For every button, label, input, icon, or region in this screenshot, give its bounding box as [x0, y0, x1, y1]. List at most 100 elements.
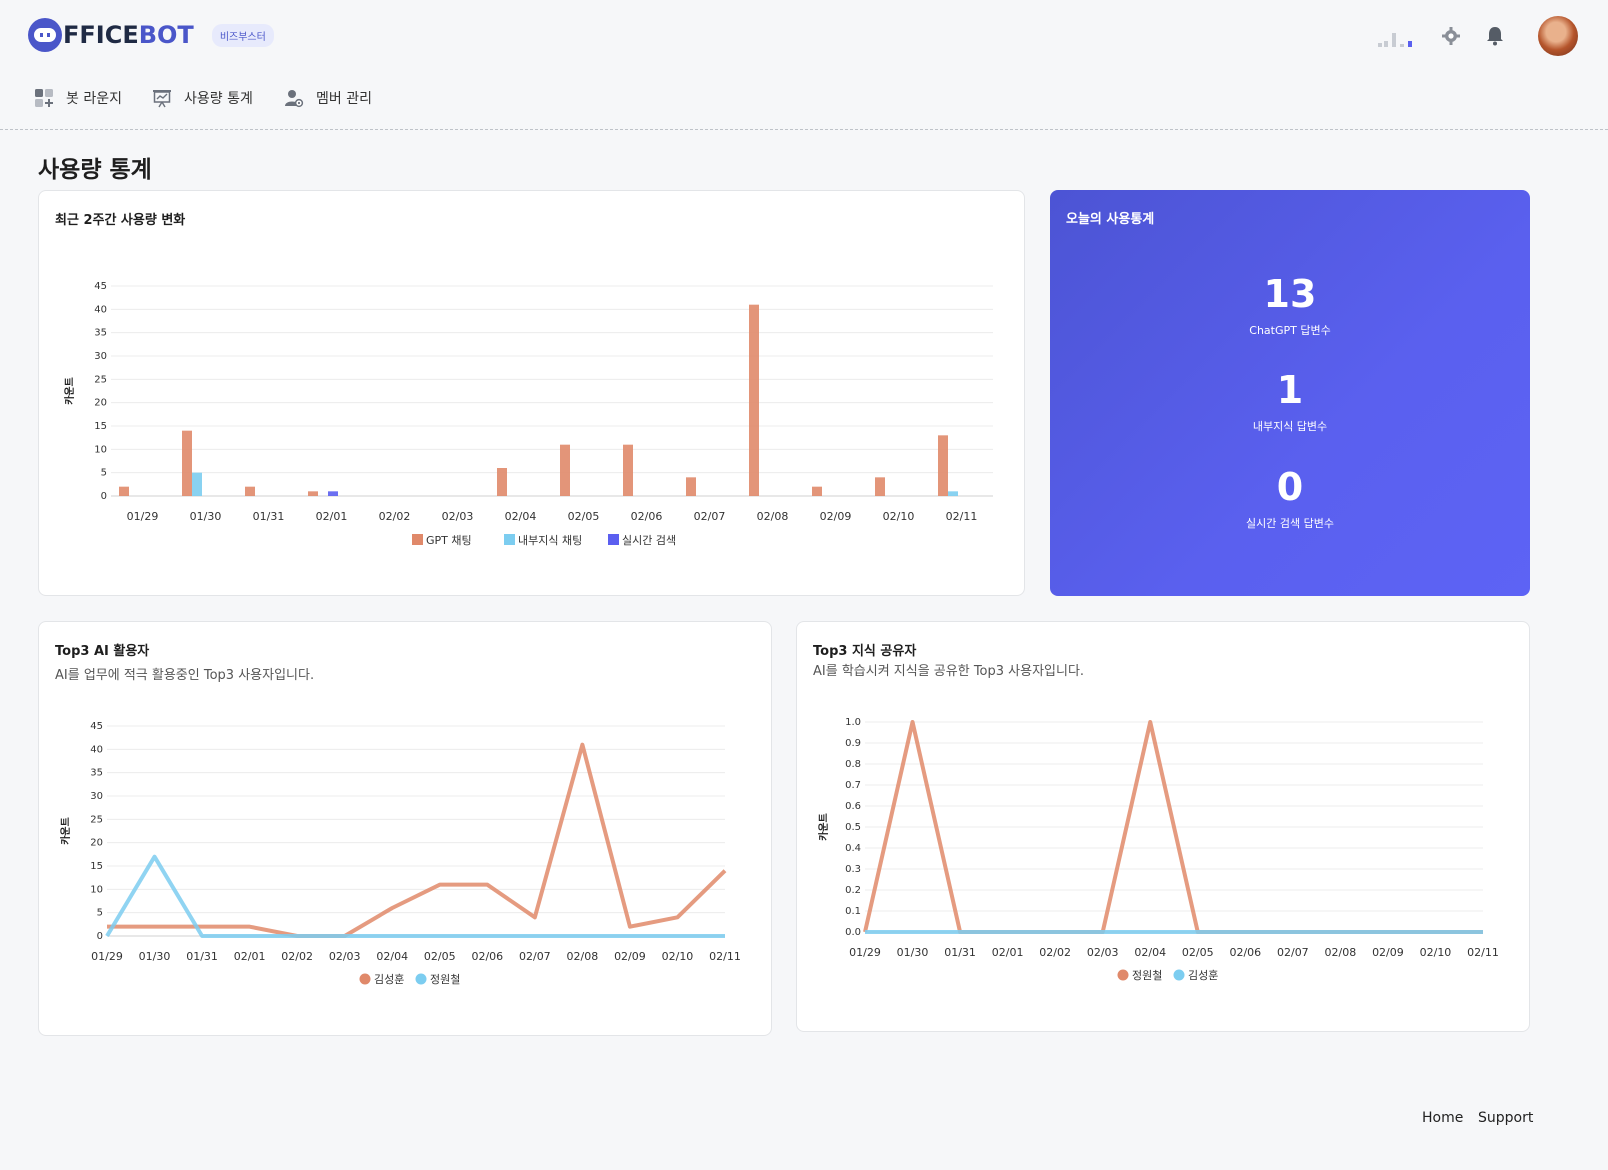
x-tick-label: 01/30 [897, 946, 929, 959]
x-tick-label: 02/08 [567, 950, 599, 963]
legend-label: 정원철 [1132, 969, 1162, 982]
y-tick-label: 0.0 [845, 927, 861, 938]
legend-swatch [504, 534, 515, 545]
avatar[interactable] [1538, 16, 1578, 56]
series-line [105, 854, 725, 938]
signal-icon[interactable] [1378, 25, 1414, 47]
top3-ai-line-chart: 0 5 10 15 20 25 30 35 40 45 카운트 01/29 01/30 01/31 02/0… [59, 721, 741, 986]
robot-logo-icon [28, 18, 62, 52]
y-tick-label: 0.4 [845, 843, 861, 854]
x-tick-label: 02/01 [992, 946, 1024, 959]
x-tick-label: 02/09 [1372, 946, 1404, 959]
x-tick-label: 02/08 [1325, 946, 1357, 959]
bar [119, 486, 129, 496]
x-tick-label: 02/01 [316, 510, 348, 523]
usage-bar-chart: 0 5 10 15 20 25 30 35 40 45 카운트 01/29 01/30 01/31 02/0… [63, 281, 993, 547]
bar [749, 304, 759, 496]
y-tick-label: 0 [97, 931, 103, 942]
card-subtitle: AI를 업무에 적극 활용중인 Top3 사용자입니다. [55, 668, 315, 683]
x-tick-label: 02/02 [281, 950, 313, 963]
officebot-logo[interactable]: FFICEBOT 비즈부스터 [28, 18, 274, 52]
legend-label: GPT 채팅 [426, 534, 472, 547]
card-title: 오늘의 사용통계 [1066, 212, 1155, 227]
page-title: 사용량 통계 [38, 157, 152, 183]
x-tick-label: 02/11 [946, 510, 978, 523]
footer-support-link[interactable]: Support [1478, 1110, 1534, 1126]
bar [560, 444, 570, 496]
user-gear-icon [284, 88, 304, 108]
y-tick-label: 5 [97, 908, 103, 919]
nav-item-usage-stats[interactable]: 사용량 통계 [152, 88, 253, 108]
x-tick-label: 01/29 [849, 946, 881, 959]
usage-chart-card: 최근 2주간 사용량 변화 0 5 10 15 20 25 30 35 40 45 카운트 01/29… [38, 190, 1025, 596]
logo-text: FFICEBOT [63, 21, 194, 49]
x-tick-label: 01/31 [186, 950, 218, 963]
legend-label: 김성훈 [1188, 969, 1218, 982]
x-tick-label: 02/05 [1182, 946, 1214, 959]
legend-swatch [1117, 969, 1129, 981]
legend-swatch [1173, 969, 1185, 981]
main-nav: 봇 라운지 사용량 통계 멤버 관리 [0, 78, 1608, 130]
presentation-chart-icon [152, 88, 172, 108]
x-tick-label: 02/03 [1087, 946, 1119, 959]
stat-internal-knowledge: 1 내부지식 답변수 [1050, 368, 1530, 434]
y-tick-label: 0.6 [845, 801, 861, 812]
x-tick-label: 02/05 [424, 950, 456, 963]
legend-label: 실시간 검색 [622, 534, 676, 547]
y-tick-label: 0 [101, 491, 107, 502]
x-tick-label: 02/09 [614, 950, 646, 963]
y-tick-label: 35 [94, 328, 107, 339]
stat-label: 실시간 검색 답변수 [1246, 517, 1334, 530]
x-tick-label: 02/10 [1420, 946, 1452, 959]
stat-realtime-search: 0 실시간 검색 답변수 [1050, 465, 1530, 531]
x-tick-label: 02/10 [662, 950, 694, 963]
top3-knowledge-line-chart: 0.0 0.1 0.2 0.3 0.4 0.5 0.6 0.7 0.8 0.9 1.0 카운트 01/2… [817, 717, 1499, 982]
y-tick-label: 25 [90, 814, 103, 825]
x-tick-label: 01/31 [944, 946, 976, 959]
nav-item-member-management[interactable]: 멤버 관리 [284, 88, 372, 108]
y-tick-label: 10 [94, 444, 107, 455]
card-subtitle: AI를 학습시켜 지식을 공유한 Top3 사용자입니다. [813, 664, 1085, 679]
gear-icon[interactable] [1440, 25, 1462, 47]
y-tick-label: 35 [90, 768, 103, 779]
card-title: 최근 2주간 사용량 변화 [55, 213, 186, 228]
bar [623, 444, 633, 496]
y-tick-label: 0.7 [845, 780, 861, 791]
x-tick-label: 02/10 [883, 510, 915, 523]
legend-swatch [415, 973, 427, 985]
bar [948, 491, 958, 496]
x-tick-label: 02/06 [631, 510, 663, 523]
y-tick-label: 15 [94, 421, 107, 432]
bar [328, 491, 338, 496]
card-title: Top3 AI 활용자 [55, 644, 150, 659]
x-tick-label: 02/08 [757, 510, 789, 523]
nav-item-bot-lounge[interactable]: 봇 라운지 [34, 88, 122, 108]
bar [192, 472, 202, 496]
y-tick-label: 45 [90, 721, 103, 732]
bar [812, 486, 822, 496]
y-tick-label: 10 [90, 884, 103, 895]
x-tick-label: 02/03 [329, 950, 361, 963]
y-tick-label: 0.8 [845, 759, 861, 770]
stat-value: 13 [1263, 272, 1317, 316]
legend-swatch [359, 973, 371, 985]
y-axis-label: 카운트 [59, 817, 72, 845]
y-tick-label: 40 [90, 744, 103, 755]
today-stats-card: 오늘의 사용통계 13 ChatGPT 답변수 1 내부지식 답변수 0 실시간… [1050, 190, 1530, 596]
x-tick-label: 02/11 [709, 950, 741, 963]
x-tick-label: 02/02 [379, 510, 411, 523]
y-axis-label: 카운트 [817, 813, 830, 841]
stat-chatgpt: 13 ChatGPT 답변수 [1050, 272, 1530, 338]
x-tick-label: 02/02 [1039, 946, 1071, 959]
legend-swatch [412, 534, 423, 545]
x-tick-label: 02/07 [519, 950, 551, 963]
stat-label: ChatGPT 답변수 [1249, 324, 1331, 337]
x-tick-label: 01/31 [253, 510, 285, 523]
footer-home-link[interactable]: Home [1422, 1110, 1464, 1126]
bell-icon[interactable] [1484, 25, 1506, 47]
legend-label: 김성훈 [374, 973, 404, 986]
nav-label: 멤버 관리 [316, 91, 372, 107]
x-tick-label: 02/05 [568, 510, 600, 523]
x-tick-label: 02/07 [694, 510, 726, 523]
x-tick-label: 02/07 [1277, 946, 1309, 959]
